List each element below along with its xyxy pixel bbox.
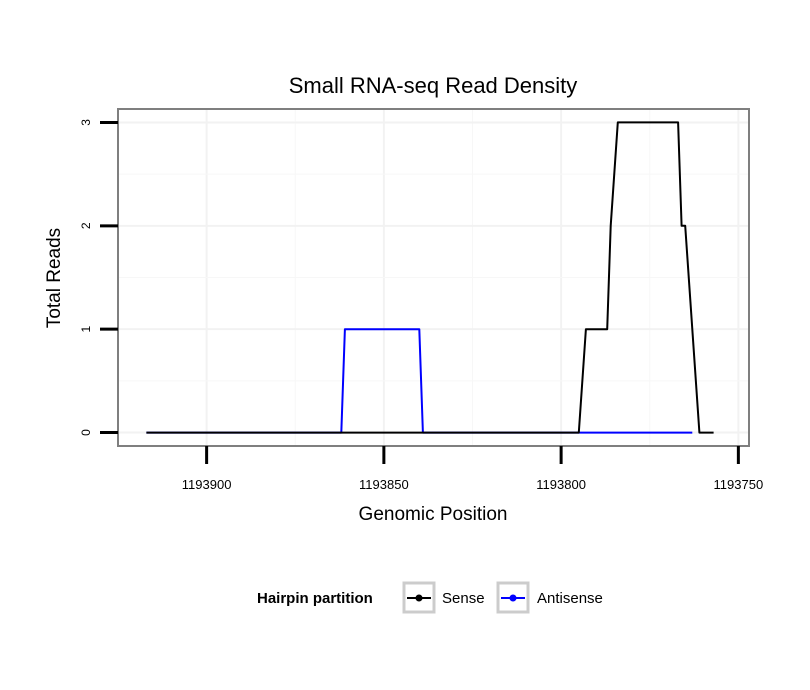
y-axis-label: Total Reads	[44, 228, 65, 328]
series-layer	[146, 121, 714, 434]
y-tick-label: 3	[79, 119, 93, 126]
y-tick-label: 2	[79, 222, 93, 229]
series-line-sense	[146, 121, 714, 434]
x-tick-label: 1193850	[359, 477, 409, 492]
x-axis: 1193900 1193850 1193800 1193750	[182, 446, 763, 492]
legend-item-sense: Sense	[402, 581, 485, 614]
chart-title: Small RNA-seq Read Density	[289, 73, 578, 98]
y-tick-label: 1	[79, 326, 93, 333]
legend-label-sense: Sense	[442, 590, 485, 607]
x-tick-label: 1193900	[182, 477, 232, 492]
legend-key-antisense	[496, 581, 530, 614]
legend-label-antisense: Antisense	[537, 590, 603, 607]
legend-title: Hairpin partition	[257, 590, 373, 607]
y-tick-label: 0	[79, 429, 93, 436]
x-tick-label: 1193800	[536, 477, 586, 492]
x-axis-label: Genomic Position	[359, 504, 508, 525]
legend-item-antisense: Antisense	[496, 581, 603, 614]
legend-dot-antisense	[509, 594, 517, 602]
legend-dot-sense	[415, 594, 423, 602]
x-tick-label: 1193750	[714, 477, 764, 492]
legend-key-sense	[402, 581, 436, 614]
legend: Hairpin partition Sense Antisense	[257, 581, 603, 614]
plot-panel-border	[117, 108, 750, 447]
y-axis: 0 1 2 3	[79, 119, 118, 436]
